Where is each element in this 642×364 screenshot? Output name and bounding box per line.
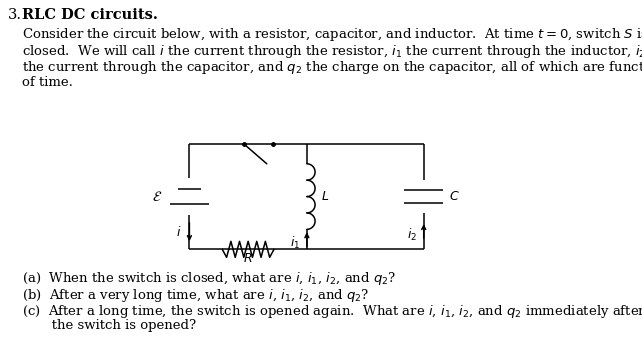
Text: RLC DC circuits.: RLC DC circuits. [22,8,158,22]
Text: 3.: 3. [8,8,22,22]
Text: the switch is opened?: the switch is opened? [22,320,196,332]
Text: $i_2$: $i_2$ [406,227,417,243]
Text: (c)  After a long time, the switch is opened again.  What are $i$, $i_1$, $i_2$,: (c) After a long time, the switch is ope… [22,303,642,320]
Text: of time.: of time. [22,75,73,88]
Text: $\mathcal{E}$: $\mathcal{E}$ [152,190,162,203]
Text: (a)  When the switch is closed, what are $i$, $i_1$, $i_2$, and $q_2$?: (a) When the switch is closed, what are … [22,270,396,287]
Text: $i_1$: $i_1$ [290,235,300,252]
Text: $C$: $C$ [449,190,460,203]
Text: closed.  We will call $i$ the current through the resistor, $i_1$ the current th: closed. We will call $i$ the current thr… [22,43,642,59]
Text: $i$: $i$ [176,225,182,239]
Text: $L$: $L$ [321,190,329,203]
Text: the current through the capacitor, and $q_2$ the charge on the capacitor, all of: the current through the capacitor, and $… [22,59,642,76]
Text: $R$: $R$ [243,252,253,265]
Text: Consider the circuit below, with a resistor, capacitor, and inductor.  At time $: Consider the circuit below, with a resis… [22,26,642,43]
Text: (b)  After a very long time, what are $i$, $i_1$, $i_2$, and $q_2$?: (b) After a very long time, what are $i$… [22,286,369,304]
